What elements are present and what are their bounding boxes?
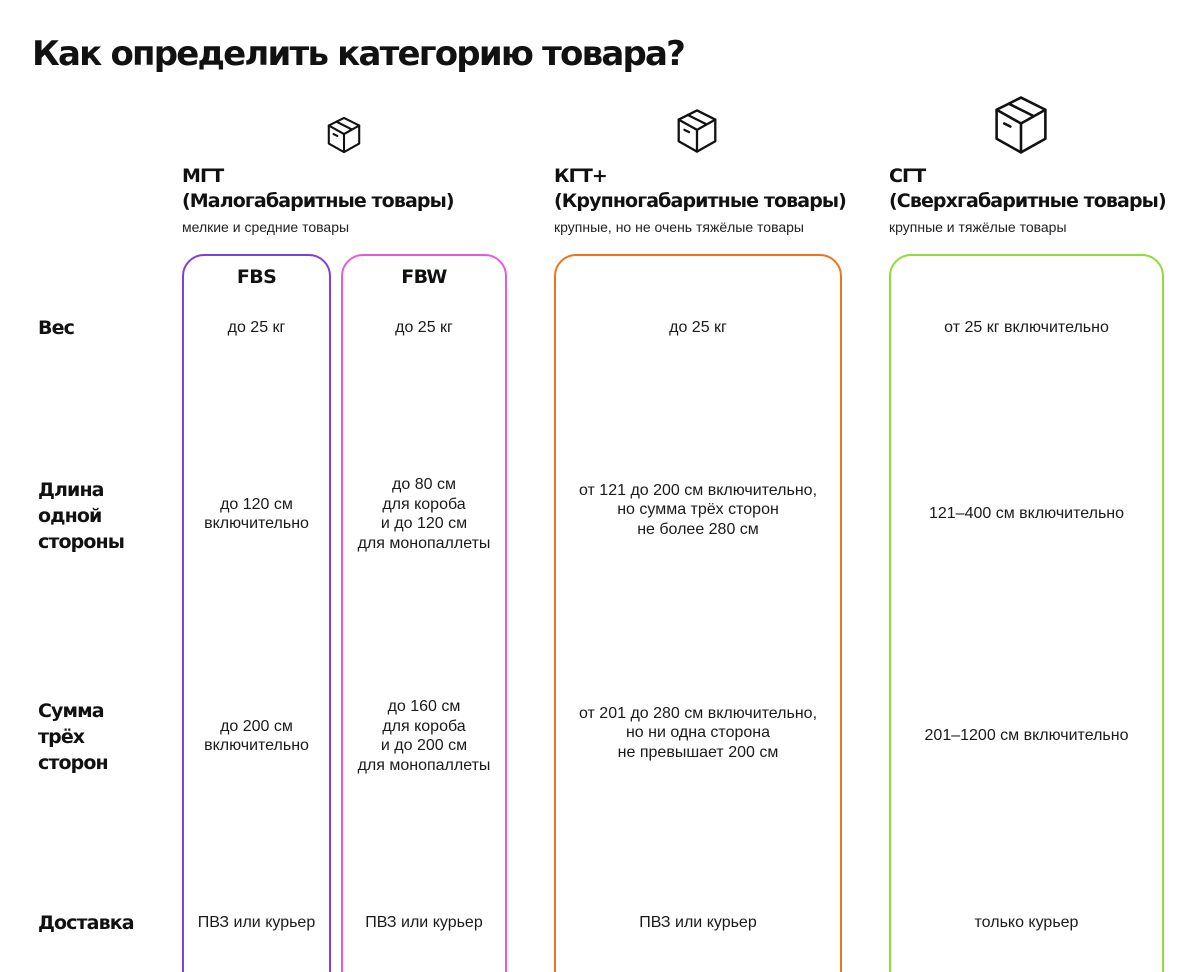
cell-line: для монопаллеты bbox=[357, 756, 491, 774]
row-label-weight: Вес bbox=[38, 315, 75, 341]
cell-weight-kgt: до 25 кг bbox=[554, 308, 842, 348]
cell-line: для монопаллеты bbox=[357, 534, 491, 552]
cell-line: но сумма трёх сторон bbox=[617, 501, 779, 519]
row-label-text: Вес bbox=[38, 317, 75, 339]
cell-line: 201–1200 см включительно bbox=[924, 727, 1129, 745]
cell-line: для короба bbox=[382, 495, 466, 513]
cell-line: до 25 кг bbox=[227, 319, 286, 337]
cell-line: не превышает 200 см bbox=[617, 743, 779, 761]
category-name: (Сверхгабаритные товары) bbox=[889, 190, 1167, 212]
cell-length-fbw: до 80 см для короба и до 120 см для моно… bbox=[341, 464, 507, 564]
category-header-mgt: МГТ (Малогабаритные товары) мелкие и сре… bbox=[182, 164, 455, 235]
box-icon bbox=[674, 107, 720, 155]
cell-delivery-sgt: только курьер bbox=[889, 903, 1164, 943]
column-fbs: FBS bbox=[182, 254, 331, 972]
category-name: (Малогабаритные товары) bbox=[182, 190, 455, 212]
category-header-sgt: СГТ (Сверхгабаритные товары) крупные и т… bbox=[889, 164, 1167, 235]
scheme-title-fbs: FBS bbox=[236, 266, 277, 288]
cell-line: от 201 до 280 см включительно, bbox=[578, 704, 818, 722]
scheme-title-fbw: FBW bbox=[401, 266, 447, 288]
cell-line: 121–400 см включительно bbox=[928, 505, 1125, 523]
box-icon bbox=[990, 93, 1052, 157]
category-description: крупные и тяжёлые товары bbox=[889, 219, 1067, 235]
cell-line: и до 200 см bbox=[380, 737, 468, 754]
cell-sum-fbw: до 160 см для короба и до 200 см для мон… bbox=[341, 686, 507, 786]
row-label-text: Доставка bbox=[38, 912, 135, 934]
cell-line: включительно bbox=[204, 737, 309, 754]
row-label-delivery: Доставка bbox=[38, 910, 135, 936]
cell-weight-sgt: от 25 кг включительно bbox=[889, 308, 1164, 348]
cell-line: ПВЗ или курьер bbox=[365, 914, 483, 932]
column-fbw: FBW bbox=[341, 254, 507, 972]
cell-line: до 80 см bbox=[392, 476, 456, 493]
cell-line: ПВЗ или курьер bbox=[639, 914, 757, 932]
cell-weight-fbw: до 25 кг bbox=[341, 308, 507, 348]
cell-weight-fbs: до 25 кг bbox=[182, 308, 331, 348]
row-label-line: Длина bbox=[38, 479, 105, 501]
category-description: крупные, но не очень тяжёлые товары bbox=[554, 219, 804, 235]
cell-line: не более 280 см bbox=[637, 520, 759, 538]
cell-line: и до 120 см bbox=[380, 515, 468, 532]
row-label-line: Сумма bbox=[38, 700, 105, 722]
category-code: СГТ bbox=[889, 165, 926, 187]
row-label-side-length: Длина одной стороны bbox=[38, 477, 125, 555]
category-code: КГТ+ bbox=[554, 165, 608, 187]
cell-line: до 120 см bbox=[220, 495, 293, 513]
cell-sum-sgt: 201–1200 см включительно bbox=[889, 716, 1164, 756]
cell-delivery-fbw: ПВЗ или курьер bbox=[341, 903, 507, 943]
cell-line: до 25 кг bbox=[395, 319, 453, 337]
cell-sum-kgt: от 201 до 280 см включительно, но ни одн… bbox=[554, 683, 842, 783]
cell-line: но ни одна сторона bbox=[625, 724, 771, 742]
cell-sum-fbs: до 200 см включительно bbox=[182, 686, 331, 786]
cell-length-sgt: 121–400 см включительно bbox=[889, 494, 1164, 534]
row-label-line: одной bbox=[38, 505, 102, 527]
cell-line: до 25 кг bbox=[669, 319, 727, 337]
category-description: мелкие и средние товары bbox=[182, 219, 350, 235]
cell-line: включительно bbox=[204, 515, 309, 532]
cell-line: от 121 до 200 см включительно, bbox=[578, 481, 818, 499]
page-title: Как определить категорию товара? bbox=[32, 34, 686, 74]
column-sgt bbox=[889, 254, 1164, 972]
cell-line: только курьер bbox=[974, 914, 1079, 932]
cell-line: для короба bbox=[382, 717, 466, 735]
cell-line: ПВЗ или курьер bbox=[197, 914, 316, 932]
box-icon bbox=[325, 115, 363, 155]
category-code: МГТ bbox=[182, 165, 224, 187]
cell-length-fbs: до 120 см включительно bbox=[182, 464, 331, 564]
row-label-sum-sides: Сумма трёх сторон bbox=[38, 698, 109, 776]
category-header-kgt: КГТ+ (Крупногабаритные товары) крупные, … bbox=[554, 164, 847, 235]
row-label-line: стороны bbox=[38, 531, 125, 553]
cell-length-kgt: от 121 до 200 см включительно, но сумма … bbox=[554, 460, 842, 560]
cell-delivery-kgt: ПВЗ или курьер bbox=[554, 903, 842, 943]
column-kgt bbox=[554, 254, 842, 972]
cell-delivery-fbs: ПВЗ или курьер bbox=[182, 903, 331, 943]
row-label-line: сторон bbox=[38, 752, 109, 774]
category-name: (Крупногабаритные товары) bbox=[554, 190, 847, 212]
row-label-line: трёх bbox=[38, 726, 85, 748]
cell-line: от 25 кг включительно bbox=[944, 319, 1109, 337]
cell-line: до 200 см bbox=[220, 717, 293, 735]
cell-line: до 160 см bbox=[387, 698, 461, 715]
